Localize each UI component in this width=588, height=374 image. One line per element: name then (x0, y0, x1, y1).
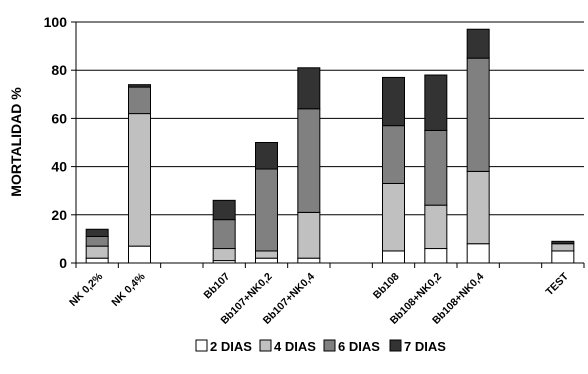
x-category-label: Bb107 (202, 271, 233, 302)
x-category-label: TEST (543, 270, 571, 298)
y-tick-label: 60 (51, 110, 67, 126)
bar-segment (424, 204, 448, 250)
bar-segment (255, 257, 278, 264)
bar-segment (255, 142, 278, 170)
legend-label: 2 DIAS (210, 339, 252, 354)
bar-segment (466, 57, 490, 172)
legend-swatch (389, 339, 402, 352)
y-tick-label: 40 (51, 159, 67, 175)
bar-segment (551, 240, 575, 245)
legend-swatch (259, 339, 272, 352)
y-tick-labels: 0 20 40 60 80 100 (44, 14, 68, 271)
bar-segment (466, 28, 490, 59)
bar-segment (85, 245, 109, 259)
y-tick-label: 80 (51, 62, 67, 78)
bar-segment (551, 250, 575, 264)
bar-segment (128, 245, 151, 264)
bar-segment (128, 84, 151, 88)
y-tick-label: 20 (51, 207, 67, 223)
legend-swatch (323, 339, 336, 352)
bar-segment (424, 74, 448, 131)
x-category-label: Bb108 (371, 271, 402, 302)
legend: 2 DIAS 4 DIAS 6 DIAS 7 DIAS (195, 339, 446, 354)
legend-swatch (195, 339, 208, 352)
bar-segment (382, 182, 405, 252)
legend-label: 6 DIAS (338, 339, 380, 354)
bar-segment (212, 219, 236, 250)
bar-segment (128, 113, 151, 247)
bar-segment (212, 248, 236, 262)
legend-label: 4 DIAS (274, 339, 316, 354)
x-category-label: NK 0,4% (109, 270, 148, 309)
bar-segment (297, 257, 321, 264)
bar-segment (297, 67, 321, 110)
bar-segment (85, 228, 109, 237)
y-axis-label: MORTALIDAD % (8, 87, 24, 197)
y-tick-label: 0 (59, 255, 67, 271)
bar-segment (424, 248, 448, 264)
bar-segment (297, 108, 321, 213)
bar-segment (551, 243, 575, 252)
bar-segment (255, 168, 278, 252)
gridlines (76, 21, 584, 216)
legend-label: 7 DIAS (404, 339, 446, 354)
bar-segment (466, 243, 490, 264)
bar-segment (382, 125, 405, 184)
bar-segment (85, 257, 109, 264)
x-category-label: NK 0,2% (67, 270, 106, 309)
bar-segment (382, 76, 405, 127)
x-category-labels: NK 0,2% NK 0,4% Bb107Bb107+NK0,2Bb107+NK0,… (67, 270, 571, 327)
bar-segment (85, 235, 109, 247)
bar-segment (212, 199, 236, 221)
y-tick-label: 100 (44, 14, 68, 30)
bar-segment (466, 170, 490, 245)
bars (85, 28, 575, 264)
bar-segment (424, 129, 448, 206)
axes (71, 21, 585, 268)
bar-segment (382, 250, 405, 264)
bar-segment (255, 250, 278, 259)
bar-segment (128, 86, 151, 115)
bar-segment (297, 211, 321, 259)
